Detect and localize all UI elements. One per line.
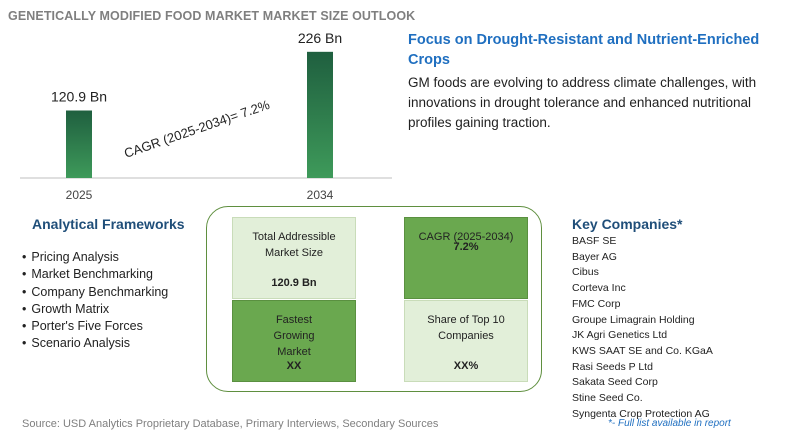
metric-share-value: XX% <box>453 360 479 372</box>
market-size-chart: 120.9 Bn 2025 226 Bn 2034 CAGR (2025-2034)=… <box>20 30 392 202</box>
frameworks-list: Pricing Analysis Market Benchmarking Com… <box>22 249 168 353</box>
company-item: Stine Seed Co. <box>572 392 643 405</box>
cagr-annotation: CAGR (2025-2034)= 7.2% <box>122 97 272 161</box>
metric-fastest-value: XX <box>286 360 302 372</box>
framework-item: Pricing Analysis <box>22 249 168 266</box>
company-item: JK Agri Genetics Ltd <box>572 329 668 342</box>
metric-fastest-label: Fastest Growing Market <box>273 314 315 358</box>
metric-cagr-card: CAGR (2025-2034) 7.2% <box>404 217 528 299</box>
framework-item: Company Benchmarking <box>22 284 168 301</box>
framework-item: Market Benchmarking <box>22 266 168 283</box>
metric-cagr-label: CAGR (2025-2034) <box>418 231 514 243</box>
frameworks-title: Analytical Frameworks <box>32 216 185 232</box>
framework-item: Growth Matrix <box>22 301 168 318</box>
bar-2034 <box>307 51 333 178</box>
company-item: KWS SAAT SE and Co. KGaA <box>572 344 713 357</box>
company-item: Syngenta Crop Protection AG <box>572 407 710 420</box>
framework-item: Scenario Analysis <box>22 335 168 352</box>
metric-share-label: Share of Top 10 Companies <box>427 314 505 342</box>
company-item: Groupe Limagrain Holding <box>572 313 695 326</box>
data-label-2034: 226 Bn <box>298 30 342 46</box>
company-item: BASF SE <box>572 235 617 247</box>
focus-title: Focus on Drought-Resistant and Nutrient-… <box>408 32 760 68</box>
company-item: Cibus <box>572 266 599 279</box>
metric-share-card: Share of Top 10 Companies XX% <box>404 300 528 382</box>
metric-fastest-card: Fastest Growing Market XX <box>232 300 356 382</box>
metric-tam-value: 120.9 Bn <box>271 277 317 289</box>
data-label-2025: 120.9 Bn <box>51 88 107 104</box>
metric-tam-card: Total Addressible Market Size 120.9 Bn <box>232 217 356 299</box>
company-item: Rasi Seeds P Ltd <box>572 360 653 373</box>
metric-tam-label: Total Addressible Market Size <box>252 231 336 259</box>
tick-label-2034: 2034 <box>307 188 334 202</box>
focus-text: GM foods are evolving to address climate… <box>408 75 757 130</box>
tick-label-2025: 2025 <box>66 188 93 202</box>
metric-cagr-value: 7.2% <box>453 241 479 253</box>
full-list-note: *- Full list available in report <box>608 418 731 429</box>
source-note: Source: USD Analytics Proprietary Databa… <box>22 418 439 430</box>
framework-item: Porter's Five Forces <box>22 318 168 335</box>
company-item: Sakata Seed Corp <box>572 376 658 389</box>
chart-title: GENETICALLY MODIFIED FOOD MARKET MARKET … <box>8 9 416 23</box>
key-companies-list: BASF SE Bayer AG Cibus Corteva Inc FMC C… <box>572 234 713 422</box>
company-item: Bayer AG <box>572 250 617 263</box>
bar-2025 <box>66 110 92 178</box>
company-item: Corteva Inc <box>572 282 626 295</box>
company-item: FMC Corp <box>572 297 621 310</box>
metrics-panel <box>206 206 542 392</box>
key-companies-title: Key Companies* <box>572 216 683 232</box>
